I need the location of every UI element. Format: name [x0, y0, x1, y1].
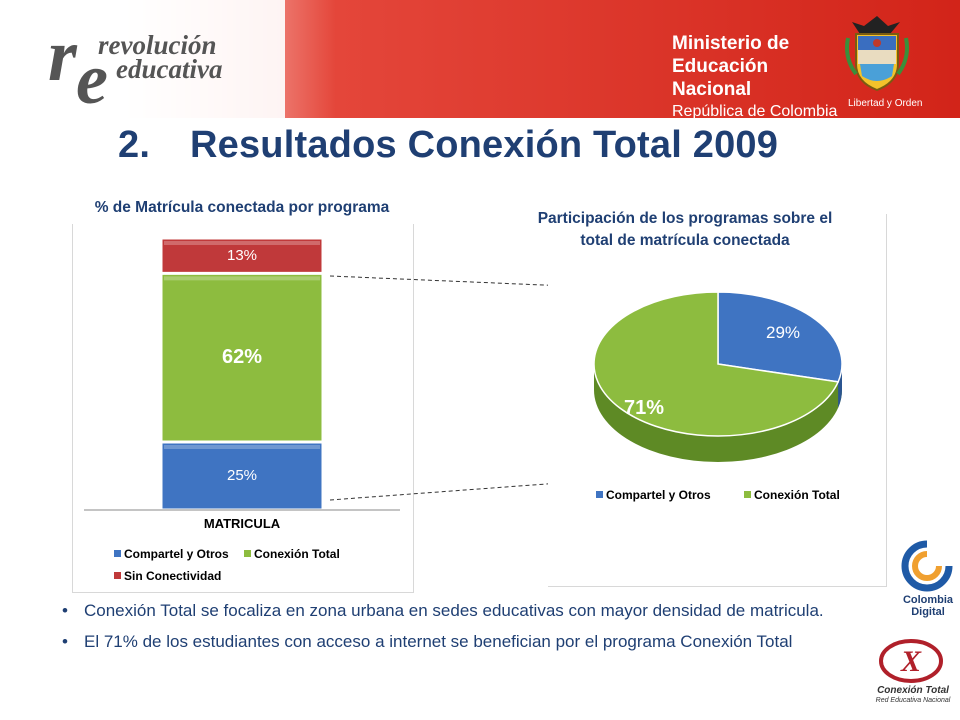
pie-legend-conexion: Conexión Total — [744, 488, 840, 502]
logo-line1: revolución — [98, 30, 217, 60]
pie-side-green — [594, 364, 842, 462]
ministry-line3: República de Colombia — [672, 103, 838, 120]
bar-chart-title: % de Matrícula conectada por programa — [94, 199, 390, 216]
bar-legend-compartel-label: Compartel y Otros — [124, 547, 229, 561]
bar-segment-highlight — [164, 445, 320, 449]
header-banner — [0, 0, 960, 118]
bar-segment-highlight — [164, 241, 320, 245]
legend-swatch-blue — [114, 550, 121, 557]
conexion-total-text: Conexión Total Red Educativa Nacional — [866, 686, 960, 706]
coat-of-arms-icon — [845, 16, 909, 92]
ministry-block: Ministerio de Educación Nacional Repúbli… — [672, 32, 842, 123]
colombia-digital-logo-icon — [901, 540, 953, 592]
bar-legend-sin-label: Sin Conectividad — [124, 569, 222, 583]
colombia-digital-text: Colombia Digital — [898, 594, 958, 618]
bar-segment-highlight — [164, 276, 320, 281]
pie-legend-conexion-label: Conexión Total — [754, 488, 840, 502]
slide-title: 2. Resultados Conexión Total 2009 — [118, 124, 778, 167]
legend-swatch-red — [114, 572, 121, 579]
bar-label-middle: 62% — [221, 346, 263, 368]
bar-segment-1 — [161, 442, 323, 510]
pie-chart-title-line2: total de matrícula conectada — [580, 232, 790, 249]
conexion-total-logo-icon: X — [879, 639, 943, 683]
pie-chart-title-line1: Participación de los programas sobre el — [537, 210, 833, 227]
pie-legend-swatch-green — [744, 491, 751, 498]
ministry-line2: Educación Nacional — [672, 56, 769, 100]
bullet-item-1: • Conexión Total se focaliza en zona urba… — [62, 600, 852, 622]
revolucion-educativa-logo: r e revolución educativa — [46, 15, 266, 119]
bullet-item-2: • El 71% de los estudiantes con acceso a … — [62, 631, 852, 653]
bar-label-bottom: 25% — [226, 467, 258, 484]
bullet-text-2: El 71% de los estudiantes con acceso a i… — [84, 632, 793, 651]
bar-label-top: 13% — [226, 247, 258, 264]
bar-legend-conexion: Conexión Total — [244, 547, 340, 561]
conexion-total-line2: Red Educativa Nacional — [875, 697, 951, 704]
bar-segment-3 — [161, 238, 323, 273]
bar-segment-2 — [161, 273, 323, 442]
pie-chart-title: Participación de los programas sobre el … — [505, 208, 865, 252]
pie-chart-svg — [593, 291, 843, 462]
legend-swatch-green — [244, 550, 251, 557]
title-text: Resultados Conexión Total 2009 — [190, 124, 779, 166]
bar-x-label: MATRICULA — [203, 516, 281, 531]
pie-legend-compartel: Compartel y Otros — [596, 488, 711, 502]
bar-legend-sin: Sin Conectividad — [114, 569, 221, 583]
svg-text:X: X — [900, 645, 922, 678]
pie-label-green: 71% — [624, 397, 665, 419]
colombia-digital-line1: Colombia — [902, 594, 954, 606]
pie-slice-1 — [717, 291, 843, 383]
motto: Libertad y Orden — [848, 98, 923, 109]
logo-big-e: e — [76, 39, 108, 119]
pie-slice-2 — [593, 291, 840, 437]
conexion-total-line1: Conexión Total — [877, 685, 949, 696]
pie-label-blue: 29% — [766, 323, 801, 342]
ministry-line1: Ministerio de — [672, 33, 790, 54]
pie-legend-swatch-blue — [596, 491, 603, 498]
bar-chart-svg — [84, 238, 400, 511]
logo-line2: educativa — [116, 54, 223, 84]
title-number: 2. — [118, 124, 151, 166]
bullet-dot: • — [62, 632, 68, 651]
bar-legend-compartel: Compartel y Otros — [114, 547, 229, 561]
pie-legend-compartel-label: Compartel y Otros — [606, 488, 711, 502]
bullet-dot: • — [62, 601, 68, 620]
bar-legend-conexion-label: Conexión Total — [254, 547, 340, 561]
bullet-list: • Conexión Total se focaliza en zona urba… — [62, 600, 852, 662]
colombia-digital-line2: Digital — [911, 606, 945, 618]
logo-big-r: r — [48, 15, 77, 97]
bullet-text-1: Conexión Total se focaliza en zona urban… — [84, 601, 824, 620]
